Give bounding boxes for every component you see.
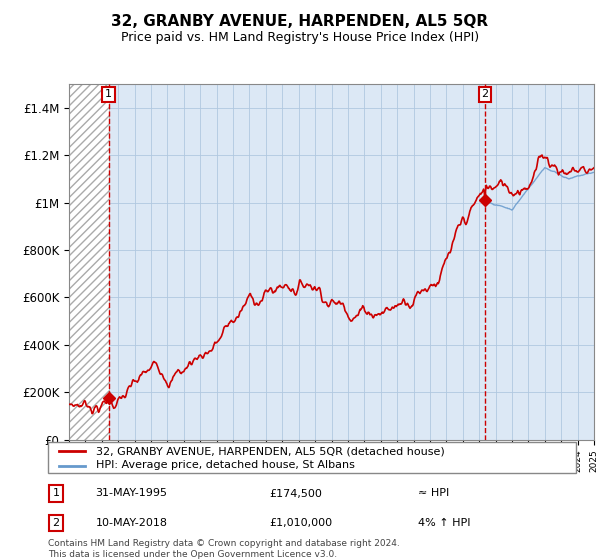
Text: 32, GRANBY AVENUE, HARPENDEN, AL5 5QR: 32, GRANBY AVENUE, HARPENDEN, AL5 5QR bbox=[112, 14, 488, 29]
Text: HPI: Average price, detached house, St Albans: HPI: Average price, detached house, St A… bbox=[95, 460, 355, 470]
Text: ≈ HPI: ≈ HPI bbox=[418, 488, 449, 498]
Text: £1,010,000: £1,010,000 bbox=[270, 518, 333, 528]
Bar bbox=[69, 84, 109, 440]
Text: 1: 1 bbox=[52, 488, 59, 498]
Text: £174,500: £174,500 bbox=[270, 488, 323, 498]
Text: 31-MAY-1995: 31-MAY-1995 bbox=[95, 488, 167, 498]
Text: 10-MAY-2018: 10-MAY-2018 bbox=[95, 518, 167, 528]
Text: Contains HM Land Registry data © Crown copyright and database right 2024.
This d: Contains HM Land Registry data © Crown c… bbox=[48, 539, 400, 559]
Text: 2: 2 bbox=[52, 518, 59, 528]
Text: 2: 2 bbox=[482, 90, 488, 99]
Text: 32, GRANBY AVENUE, HARPENDEN, AL5 5QR (detached house): 32, GRANBY AVENUE, HARPENDEN, AL5 5QR (d… bbox=[95, 446, 444, 456]
Text: Price paid vs. HM Land Registry's House Price Index (HPI): Price paid vs. HM Land Registry's House … bbox=[121, 31, 479, 44]
Text: 4% ↑ HPI: 4% ↑ HPI bbox=[418, 518, 470, 528]
Text: 1: 1 bbox=[105, 90, 112, 99]
